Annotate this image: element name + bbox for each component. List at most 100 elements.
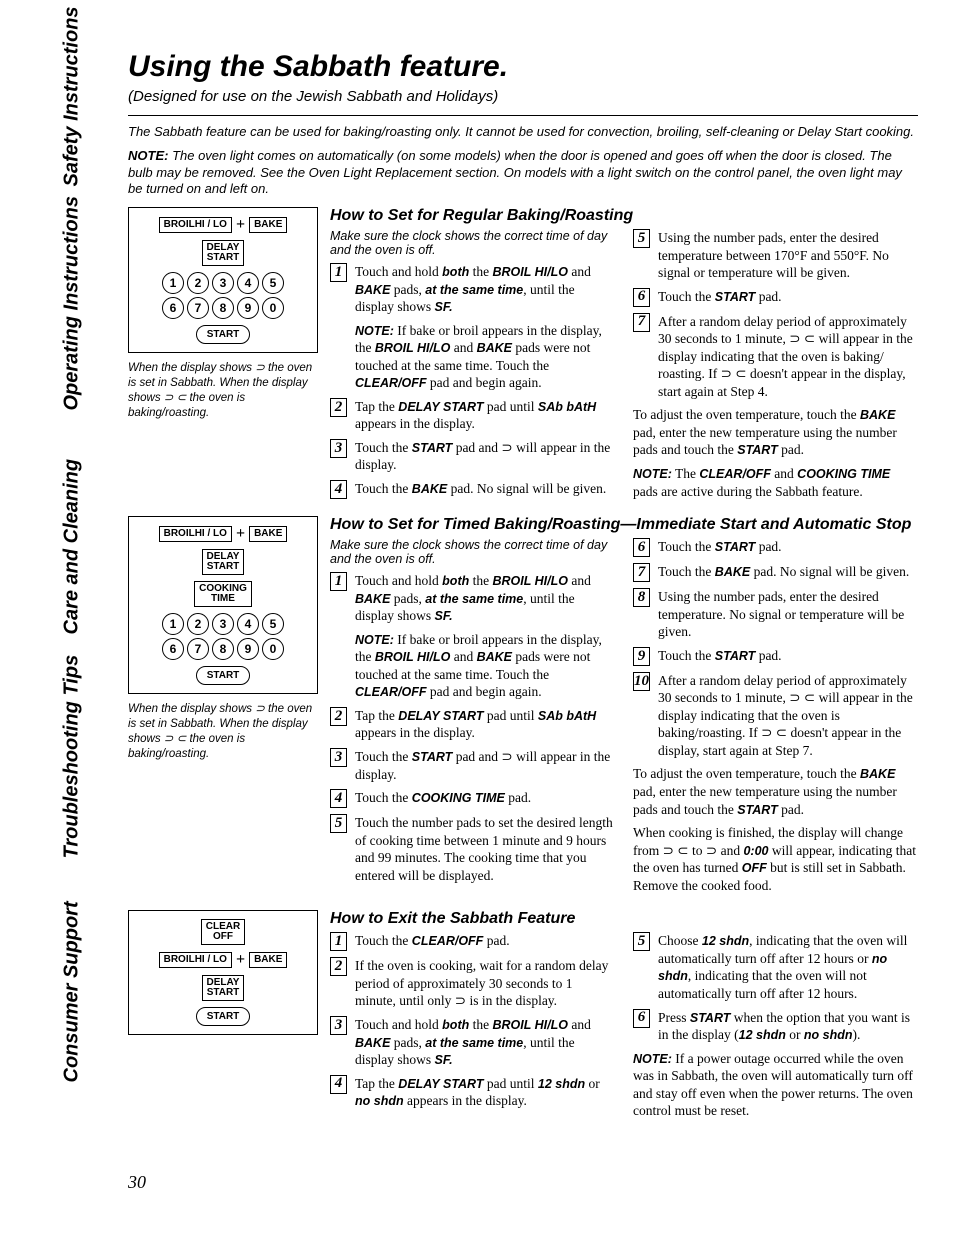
- start-pad: START: [196, 1007, 251, 1026]
- step-text: Touch and hold both the BROIL HI/LO and …: [355, 1016, 615, 1069]
- step-number: 1: [330, 572, 347, 591]
- step-text: Touch the START pad.: [658, 647, 918, 666]
- step-number: 5: [633, 932, 650, 951]
- intro-text-2: NOTE: The oven light comes on automatica…: [128, 148, 918, 197]
- step: 1Touch and hold both the BROIL HI/LO and…: [330, 263, 615, 316]
- step: 4 Touch the BAKE pad. No signal will be g…: [330, 480, 615, 499]
- section-3-right-col: 5 Choose 12 shdn, indicating that the ove…: [633, 932, 918, 1125]
- page-title: Using the Sabbath feature.: [128, 50, 918, 84]
- step-text: Touch the START pad.: [658, 538, 918, 557]
- step: 3 Touch and hold both the BROIL HI/LO and…: [330, 1016, 615, 1069]
- numpad-digit: 7: [187, 297, 209, 319]
- numpad-row-2: 67890: [162, 297, 284, 319]
- numpad-digit: 2: [187, 613, 209, 635]
- numpad-digit: 6: [162, 638, 184, 660]
- divider: [128, 115, 918, 116]
- section-1-heading: How to Set for Regular Baking/Roasting: [330, 207, 918, 225]
- clear-off-pad: CLEAR OFF: [201, 919, 245, 945]
- numpad-digit: 9: [237, 638, 259, 660]
- step-number: 6: [633, 538, 650, 557]
- section-2-body: How to Set for Timed Baking/Roasting—Imm…: [330, 516, 918, 900]
- section-3-left-col: 1 Touch the CLEAR/OFF pad. 2 If the oven is…: [330, 932, 615, 1125]
- step-number: 3: [330, 1016, 347, 1035]
- step-text: Tap the DELAY START pad until SAb bAtH a…: [355, 707, 615, 742]
- numpad-digit: 4: [237, 613, 259, 635]
- step-number: 6: [633, 288, 650, 307]
- section-1-left-col: Make sure the clock shows the correct ti…: [330, 229, 615, 506]
- section-timed-baking: BROILHI / LO + BAKE DELAY START COOKING …: [128, 516, 918, 900]
- section-2-left-col: Make sure the clock shows the correct ti…: [330, 538, 615, 900]
- section-1-lead: Make sure the clock shows the correct ti…: [330, 229, 615, 257]
- step-number: 2: [330, 707, 347, 726]
- step-number: 4: [330, 789, 347, 808]
- figure-column-1: BROILHI / LO + BAKE DELAY START 12345 67…: [128, 207, 318, 506]
- numpad-row-1: 12345: [162, 272, 284, 294]
- step-text: Touch the START pad and ⊃ will appear in…: [355, 439, 615, 474]
- numpad-digit: 5: [262, 613, 284, 635]
- step-text: Touch the START pad.: [658, 288, 918, 307]
- start-pad: START: [196, 325, 251, 344]
- page-subtitle: (Designed for use on the Jewish Sabbath …: [128, 88, 918, 105]
- step-number: 2: [330, 957, 347, 976]
- figure-column-3: CLEAR OFF BROILHI / LO + BAKE DELAY STAR…: [128, 910, 318, 1125]
- step: 8 Using the number pads, enter the desire…: [633, 588, 918, 641]
- broil-pad: BROILHI / LO: [159, 526, 232, 542]
- step-text: Choose 12 shdn, indicating that the oven…: [658, 932, 918, 1002]
- step-text: Touch the COOKING TIME pad.: [355, 789, 615, 808]
- numpad-digit: 7: [187, 638, 209, 660]
- control-panel-diagram-1: BROILHI / LO + BAKE DELAY START 12345 67…: [128, 207, 318, 353]
- numpad-digit: 4: [237, 272, 259, 294]
- step: 7 After a random delay period of approxim…: [633, 313, 918, 401]
- paragraph: NOTE: The CLEAR/OFF and COOKING TIME pad…: [633, 465, 918, 500]
- section-2-lead: Make sure the clock shows the correct ti…: [330, 538, 615, 566]
- tab-safety: Safety Instructions: [61, 138, 84, 186]
- note-text: NOTE: If bake or broil appears in the di…: [355, 631, 615, 701]
- section-1-right-col: 5Using the number pads, enter the desire…: [633, 229, 918, 506]
- step: 10 After a random delay period of approxi…: [633, 672, 918, 760]
- step-text: Touch and hold both the BROIL HI/LO and …: [355, 572, 615, 625]
- step: 5 Choose 12 shdn, indicating that the ove…: [633, 932, 918, 1002]
- broil-pad: BROILHI / LO: [159, 952, 232, 968]
- step: 1 Touch and hold both the BROIL HI/LO and…: [330, 572, 615, 625]
- plus-icon: +: [236, 216, 245, 234]
- step: 5 Touch the number pads to set the desire…: [330, 814, 615, 884]
- start-pad: START: [196, 666, 251, 685]
- step-number: 2: [330, 398, 347, 417]
- step: 7Touch the BAKE pad. No signal will be g…: [633, 563, 918, 582]
- bake-pad: BAKE: [249, 952, 287, 968]
- step: 4Tap the DELAY START pad until 12 shdn o…: [330, 1075, 615, 1110]
- step-text: Using the number pads, enter the desired…: [658, 588, 918, 641]
- step-text: Touch the CLEAR/OFF pad.: [355, 932, 615, 951]
- section-3-heading: How to Exit the Sabbath Feature: [330, 910, 918, 928]
- step-number: 4: [330, 480, 347, 499]
- step-number: 8: [633, 588, 650, 607]
- page-number: 30: [128, 1172, 146, 1193]
- numpad-digit: 2: [187, 272, 209, 294]
- step: 5Using the number pads, enter the desire…: [633, 229, 918, 282]
- step-number: 5: [330, 814, 347, 833]
- numpad-digit: 1: [162, 272, 184, 294]
- control-panel-diagram-3: CLEAR OFF BROILHI / LO + BAKE DELAY STAR…: [128, 910, 318, 1035]
- step-text: After a random delay period of approxima…: [658, 672, 918, 760]
- step-number: 7: [633, 313, 650, 332]
- step-text: Touch the BAKE pad. No signal will be gi…: [355, 480, 615, 499]
- step-text: Touch the number pads to set the desired…: [355, 814, 615, 884]
- step: 1 Touch the CLEAR/OFF pad.: [330, 932, 615, 951]
- step-text: Tap the DELAY START pad until SAb bAtH a…: [355, 398, 615, 433]
- section-2-right-col: 6 Touch the START pad. 7Touch the BAKE pad…: [633, 538, 918, 900]
- numpad-digit: 3: [212, 613, 234, 635]
- figure-column-2: BROILHI / LO + BAKE DELAY START COOKING …: [128, 516, 318, 900]
- cooking-time-pad: COOKING TIME: [194, 581, 252, 607]
- step-text: If the oven is cooking, wait for a rando…: [355, 957, 615, 1010]
- note-label: NOTE:: [128, 148, 168, 163]
- plus-icon: +: [236, 525, 245, 543]
- step-number: 7: [633, 563, 650, 582]
- numpad-digit: 8: [212, 638, 234, 660]
- step: 6 Touch the START pad.: [633, 538, 918, 557]
- step-number: 10: [633, 672, 650, 691]
- step-number: 1: [330, 932, 347, 951]
- intro-text-1: The Sabbath feature can be used for baki…: [128, 124, 918, 140]
- step: 2 Tap the DELAY START pad until SAb bAtH …: [330, 398, 615, 433]
- number-pad: 12345 67890: [162, 272, 284, 319]
- step-text: After a random delay period of approxima…: [658, 313, 918, 401]
